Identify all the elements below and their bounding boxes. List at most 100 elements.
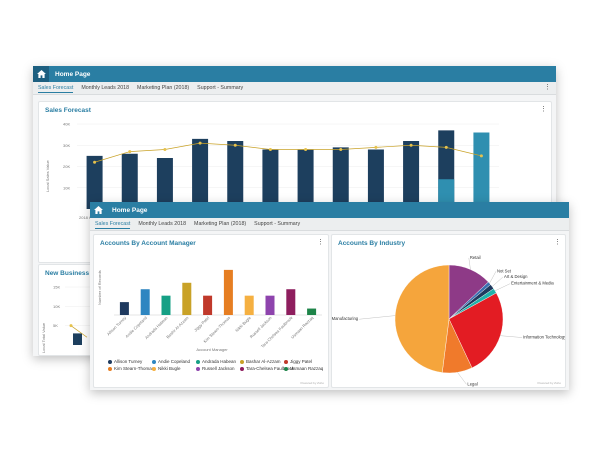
account-manager-legend: Allison Turney Andie Copeland Andrada Habe… bbox=[108, 359, 338, 373]
front-tabs: Sales Forecast Monthly Leads 2018 Market… bbox=[90, 218, 569, 231]
trend-point bbox=[128, 150, 132, 154]
back-tabs: Sales Forecast Monthly Leads 2018 Market… bbox=[33, 82, 556, 95]
legend-label: Jiggy Patel bbox=[290, 359, 313, 364]
tab-support-summary[interactable]: Support - Summary bbox=[254, 221, 301, 227]
account-manager-title: Accounts By Account Manager bbox=[100, 240, 196, 247]
sales-bar bbox=[297, 149, 314, 209]
legend-label: Andie Copeland bbox=[158, 359, 191, 364]
legend-swatch bbox=[108, 359, 112, 364]
industry-card: Accounts By Industry ⋮ Retail Not Set Art … bbox=[331, 234, 566, 388]
industry-more-icon[interactable]: ⋮ bbox=[554, 239, 561, 246]
trend-point bbox=[233, 143, 237, 147]
account-manager-more-icon[interactable]: ⋮ bbox=[317, 239, 324, 246]
trend-point bbox=[479, 154, 483, 158]
trend-point bbox=[268, 148, 272, 151]
y-tick-label: 40K bbox=[63, 122, 70, 127]
legend-item[interactable]: Bashar Al-Azzam bbox=[240, 359, 284, 364]
trend-line bbox=[70, 325, 88, 338]
legend-item[interactable]: Jiggy Patel bbox=[284, 359, 328, 364]
pie-label: Entertainment & Media bbox=[511, 281, 554, 286]
tab-sales-forecast[interactable]: Sales Forecast bbox=[38, 84, 74, 93]
sales-bar bbox=[192, 138, 209, 209]
x-tick-label: Bashir Al-Azzam bbox=[165, 315, 190, 340]
legend-swatch bbox=[196, 366, 200, 371]
pie-leader-line bbox=[494, 283, 511, 291]
pie-label: Manufacturing bbox=[332, 316, 359, 321]
pie-leader-line bbox=[457, 372, 467, 385]
trend-point bbox=[93, 160, 97, 164]
legend-item[interactable]: Allison Turney bbox=[108, 359, 152, 364]
back-title-bar: Home Page bbox=[33, 66, 556, 82]
trend-point bbox=[409, 143, 413, 147]
x-tick-label: 2018 Q1 bbox=[79, 215, 95, 220]
legend-item[interactable]: Andrada Habean bbox=[196, 359, 240, 364]
back-home-button[interactable] bbox=[33, 66, 49, 82]
tab-monthly-leads[interactable]: Monthly Leads 2018 bbox=[81, 85, 130, 91]
legend-label: Kim Stearn-Thomas bbox=[114, 366, 155, 371]
front-home-button[interactable] bbox=[90, 202, 106, 218]
x-tick-label: Usmaan Razzaq bbox=[290, 315, 314, 339]
legend-swatch bbox=[284, 359, 288, 364]
trend-point bbox=[163, 148, 167, 151]
legend-item[interactable]: Russell Jackson bbox=[196, 366, 240, 371]
legend-swatch bbox=[108, 366, 112, 371]
watermark: Powered by Zoho bbox=[300, 381, 324, 385]
manager-bar bbox=[182, 282, 192, 315]
home-icon bbox=[36, 70, 46, 78]
back-window-title: Home Page bbox=[55, 70, 91, 78]
y-axis-label: Local Sales Value bbox=[45, 160, 50, 193]
new-business-bar bbox=[73, 333, 82, 345]
legend-item[interactable]: Kim Stearn-Thomas bbox=[108, 366, 155, 371]
front-window-title: Home Page bbox=[112, 206, 148, 214]
pie-slice bbox=[448, 292, 504, 369]
y-axis-label: Local Total Value bbox=[41, 322, 46, 353]
legend-item[interactable]: Usmaan Razzaq bbox=[284, 366, 328, 371]
trend-line bbox=[94, 142, 482, 163]
tab-monthly-leads[interactable]: Monthly Leads 2018 bbox=[138, 221, 187, 227]
sales-bar bbox=[262, 149, 279, 209]
y-tick-label: 10K bbox=[63, 185, 70, 190]
manager-bar bbox=[203, 295, 213, 315]
pie-leader-line bbox=[468, 257, 471, 270]
home-icon bbox=[93, 206, 103, 214]
legend-swatch bbox=[152, 366, 156, 371]
y-tick-label: 30K bbox=[63, 143, 70, 148]
pie-leader-line bbox=[359, 315, 396, 320]
legend-label: Allison Turney bbox=[114, 359, 143, 364]
tab-marketing-plan[interactable]: Marketing Plan (2018) bbox=[137, 85, 190, 91]
legend-item[interactable]: Tara-Chelsea Faulbrook bbox=[240, 366, 294, 371]
manager-bar bbox=[119, 302, 129, 315]
legend-swatch bbox=[240, 366, 244, 371]
trend-point bbox=[444, 145, 448, 149]
pie-label: Art & Design bbox=[504, 274, 528, 279]
legend-swatch bbox=[152, 359, 156, 364]
legend-item[interactable]: Andie Copeland bbox=[152, 359, 196, 364]
tab-support-summary[interactable]: Support - Summary bbox=[197, 85, 244, 91]
manager-bar bbox=[244, 295, 254, 315]
manager-bar bbox=[286, 289, 296, 315]
sales-forecast-more-icon[interactable]: ⋮ bbox=[540, 106, 547, 113]
sales-bar bbox=[332, 147, 349, 209]
sales-bar bbox=[367, 149, 384, 209]
manager-bar bbox=[265, 295, 275, 315]
manager-bar bbox=[140, 289, 150, 315]
tab-marketing-plan[interactable]: Marketing Plan (2018) bbox=[194, 221, 247, 227]
sales-bar bbox=[121, 153, 138, 209]
sales-bar bbox=[227, 141, 244, 209]
manager-bar bbox=[223, 269, 233, 315]
new-business-card: New Business Fo 15K 10K 5K Local Total Valu… bbox=[38, 264, 99, 356]
sales-bar bbox=[473, 132, 490, 209]
front-title-bar: Home Page bbox=[90, 202, 569, 218]
y-tick-label: 15K bbox=[53, 285, 60, 290]
tab-sales-forecast[interactable]: Sales Forecast bbox=[95, 220, 131, 229]
pie-slice bbox=[394, 264, 450, 373]
legend-swatch bbox=[240, 359, 244, 364]
new-business-title: New Business Fo bbox=[45, 270, 99, 277]
legend-item[interactable]: Nikki Bugle bbox=[152, 366, 196, 371]
y-tick-label: 20K bbox=[63, 164, 70, 169]
legend-label: Tara-Chelsea Faulbrook bbox=[246, 366, 295, 371]
manager-bar bbox=[161, 295, 171, 315]
back-tabs-more-icon[interactable]: ⋮ bbox=[544, 84, 551, 91]
industry-title: Accounts By Industry bbox=[338, 240, 406, 247]
